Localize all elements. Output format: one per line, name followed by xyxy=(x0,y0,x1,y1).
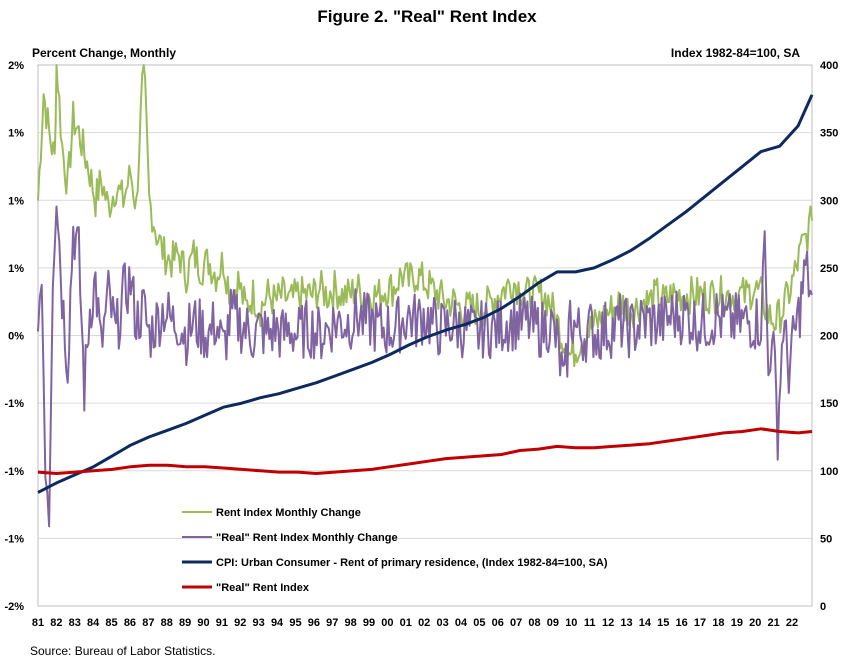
x-tick-label: 16 xyxy=(676,617,688,629)
x-tick-label: 98 xyxy=(345,617,357,629)
x-tick-label: 19 xyxy=(731,617,743,629)
x-tick-label: 91 xyxy=(216,617,228,629)
left-tick-label: -1% xyxy=(4,398,24,410)
right-tick-label: 350 xyxy=(820,128,838,140)
x-tick-label: 89 xyxy=(179,617,191,629)
x-tick-label: 88 xyxy=(161,617,173,629)
x-tick-label: 07 xyxy=(510,617,522,629)
series-line-2 xyxy=(37,94,814,494)
x-tick-label: 06 xyxy=(492,617,504,629)
x-tick-label: 95 xyxy=(289,617,301,629)
left-tick-label: 1% xyxy=(8,263,24,275)
right-tick-label: 0 xyxy=(820,601,826,613)
x-tick-label: 81 xyxy=(32,617,44,629)
x-tick-label: 92 xyxy=(234,617,246,629)
x-tick-label: 11 xyxy=(584,617,596,629)
left-tick-label: -2% xyxy=(4,601,24,613)
series-line-3 xyxy=(37,427,813,475)
left-tick-label: 1% xyxy=(8,195,24,207)
legend-label: Rent Index Monthly Change xyxy=(216,507,361,519)
legend: Rent Index Monthly Change "Real" Rent Ind… xyxy=(182,507,608,594)
x-tick-label: 10 xyxy=(565,617,577,629)
right-tick-label: 150 xyxy=(820,398,838,410)
right-tick-label: 400 xyxy=(820,60,838,72)
x-tick-label: 83 xyxy=(69,617,81,629)
x-tick-label: 97 xyxy=(326,617,338,629)
right-axis-title: Index 1982-84=100, SA xyxy=(671,46,800,60)
series-layer xyxy=(37,64,814,528)
x-tick-label: 05 xyxy=(473,617,485,629)
left-axis-title: Percent Change, Monthly xyxy=(32,46,176,60)
x-tick-label: 21 xyxy=(767,617,779,629)
left-tick-label: -1% xyxy=(4,533,24,545)
legend-label: CPI: Urban Consumer - Rent of primary re… xyxy=(216,557,608,569)
right-tick-label: 50 xyxy=(820,533,832,545)
legend-label: "Real" Rent Index xyxy=(216,582,310,594)
x-tick-label: 22 xyxy=(786,617,798,629)
x-tick-label: 99 xyxy=(363,617,375,629)
x-tick-label: 04 xyxy=(455,617,468,629)
source-note: Source: Bureau of Labor Statistics. xyxy=(30,644,215,658)
x-tick-label: 09 xyxy=(547,617,559,629)
plot-area xyxy=(37,64,813,607)
x-tick-label: 82 xyxy=(50,617,62,629)
x-tick-label: 84 xyxy=(87,617,100,629)
right-tick-label: 300 xyxy=(820,195,838,207)
x-tick-label: 00 xyxy=(381,617,393,629)
left-tick-label: -1% xyxy=(4,466,24,478)
x-tick-label: 94 xyxy=(271,617,284,629)
x-tick-label: 93 xyxy=(253,617,265,629)
x-tick-label: 90 xyxy=(197,617,209,629)
left-tick-label: 0% xyxy=(8,331,24,343)
legend-label: "Real" Rent Index Monthly Change xyxy=(216,532,398,544)
right-tick-label: 200 xyxy=(820,331,838,343)
right-tick-label: 100 xyxy=(820,466,838,478)
left-tick-label: 2% xyxy=(8,60,24,72)
x-tick-label: 03 xyxy=(436,617,448,629)
series-line-0 xyxy=(37,64,813,368)
x-tick-label: 20 xyxy=(749,617,761,629)
x-tick-label: 08 xyxy=(528,617,540,629)
x-tick-label: 86 xyxy=(124,617,136,629)
x-tick-label: 96 xyxy=(308,617,320,629)
x-tick-label: 02 xyxy=(418,617,430,629)
x-tick-label: 18 xyxy=(712,617,724,629)
right-axis: 0 50 100 150 200 250 300 350 400 xyxy=(820,60,838,613)
x-tick-label: 01 xyxy=(400,617,412,629)
x-tick-label: 12 xyxy=(602,617,614,629)
series-line-1 xyxy=(37,205,813,528)
x-tick-label: 17 xyxy=(694,617,706,629)
left-axis: 2% 1% 1% 1% 0% -1% -1% -1% -2% xyxy=(4,60,24,613)
x-tick-label: 14 xyxy=(639,617,652,629)
x-tick-label: 87 xyxy=(142,617,154,629)
left-tick-label: 1% xyxy=(8,128,24,140)
chart-title: Figure 2. "Real" Rent Index xyxy=(317,7,537,26)
x-tick-label: 85 xyxy=(105,617,117,629)
x-tick-label: 13 xyxy=(620,617,632,629)
right-tick-label: 250 xyxy=(820,263,838,275)
x-axis: 81 82 83 84 85 86 87 88 89 90 91 92 93 94 95 96 97 98 99 00… xyxy=(32,617,798,629)
x-tick-label: 15 xyxy=(657,617,669,629)
